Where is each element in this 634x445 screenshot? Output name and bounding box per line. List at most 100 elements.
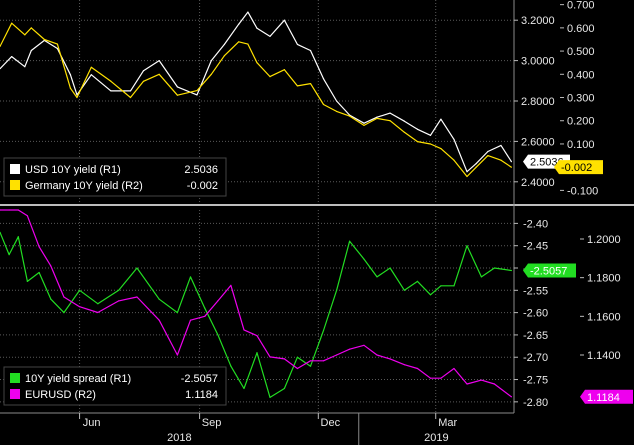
data-point	[0, 231, 1, 233]
data-point	[17, 209, 19, 211]
series-line	[0, 11, 512, 173]
data-point	[510, 161, 512, 163]
data-point	[475, 163, 477, 165]
data-point	[283, 19, 285, 21]
data-point	[247, 43, 249, 45]
data-point	[176, 86, 179, 88]
data-point	[363, 122, 365, 124]
data-point	[349, 240, 351, 242]
x-tick-label: Mar	[438, 417, 457, 429]
data-point	[118, 300, 120, 302]
legend-swatch	[10, 180, 20, 190]
data-point	[403, 120, 406, 122]
data-point	[63, 296, 65, 298]
data-point	[440, 118, 442, 120]
data-point	[283, 69, 285, 71]
data-point	[453, 367, 455, 370]
data-point	[256, 335, 258, 337]
data-point	[403, 364, 406, 366]
legend-label: 10Y yield spread (R1)	[25, 373, 131, 385]
data-point	[56, 47, 59, 50]
data-point	[322, 360, 325, 362]
r1-tick-label: -2.55	[523, 285, 548, 297]
data-point	[453, 285, 455, 287]
r1-tick-label: -2.40	[523, 218, 548, 230]
last-value-label: -2.5057	[530, 266, 567, 278]
data-point	[217, 300, 219, 302]
data-point	[26, 215, 28, 217]
data-point	[487, 150, 489, 153]
legend-swatch	[10, 389, 20, 399]
data-point	[196, 89, 198, 92]
last-value-tag	[580, 389, 633, 404]
data-point	[30, 49, 32, 52]
data-point	[76, 96, 78, 99]
data-point	[335, 289, 338, 291]
last-value-label: 1.1184	[587, 392, 620, 404]
data-point	[363, 344, 365, 346]
r1-tick-label: 2.4000	[521, 177, 555, 189]
data-point	[223, 55, 225, 57]
data-point	[283, 358, 285, 360]
legend-swatch	[10, 164, 20, 174]
data-point	[466, 245, 468, 247]
data-point	[363, 258, 365, 260]
data-point	[335, 100, 338, 102]
data-point	[296, 85, 299, 87]
data-point	[142, 70, 145, 72]
data-point	[0, 45, 1, 48]
data-point	[389, 112, 391, 114]
data-point	[466, 175, 468, 178]
data-point	[17, 236, 19, 238]
r1-tick-label: 3.0000	[521, 56, 555, 68]
data-point	[389, 120, 391, 122]
data-point	[136, 296, 138, 298]
legend-swatch	[10, 373, 20, 383]
data-point	[8, 254, 10, 256]
data-point	[196, 94, 198, 96]
r1-tick-label: -2.80	[523, 397, 548, 409]
data-point	[429, 134, 432, 136]
data-point	[30, 27, 32, 29]
data-point	[50, 265, 52, 267]
legend-box	[3, 366, 227, 406]
data-point	[376, 116, 378, 118]
data-point	[376, 354, 378, 356]
data-point	[256, 62, 258, 64]
data-point	[440, 285, 442, 287]
data-point	[453, 159, 455, 161]
data-point	[158, 73, 160, 75]
data-point	[97, 311, 99, 314]
data-point	[56, 43, 59, 45]
data-point	[176, 312, 179, 314]
legend-label: USD 10Y yield (R1)	[25, 164, 121, 176]
series-line	[0, 22, 512, 178]
data-point	[26, 280, 28, 282]
data-point	[475, 166, 477, 168]
r1-tick-label: -2.60	[523, 308, 548, 320]
data-point	[238, 41, 240, 43]
data-point	[230, 365, 232, 367]
data-point	[309, 360, 312, 362]
r2-tick-label: 1.1400	[587, 350, 621, 362]
data-point	[97, 303, 99, 305]
data-point	[38, 246, 40, 248]
x-tick-label: Sep	[202, 417, 222, 429]
r2-tick-label: 0.700	[567, 0, 595, 12]
r2-tick-label: 0.400	[567, 69, 595, 81]
data-point	[440, 147, 442, 150]
legend-value: -0.002	[187, 180, 218, 192]
data-point	[269, 396, 271, 398]
data-point	[510, 166, 512, 168]
data-point	[204, 315, 206, 317]
data-point	[466, 171, 468, 173]
r2-tick-label: 0.300	[567, 93, 595, 105]
data-point	[335, 354, 338, 356]
legend-value: -2.5057	[181, 373, 218, 385]
data-point	[210, 60, 212, 62]
series-line	[0, 209, 512, 398]
data-point	[493, 267, 496, 269]
x-tick-label: Jun	[83, 417, 101, 429]
data-point	[11, 55, 13, 58]
r1-tick-label: -2.75	[523, 375, 548, 387]
